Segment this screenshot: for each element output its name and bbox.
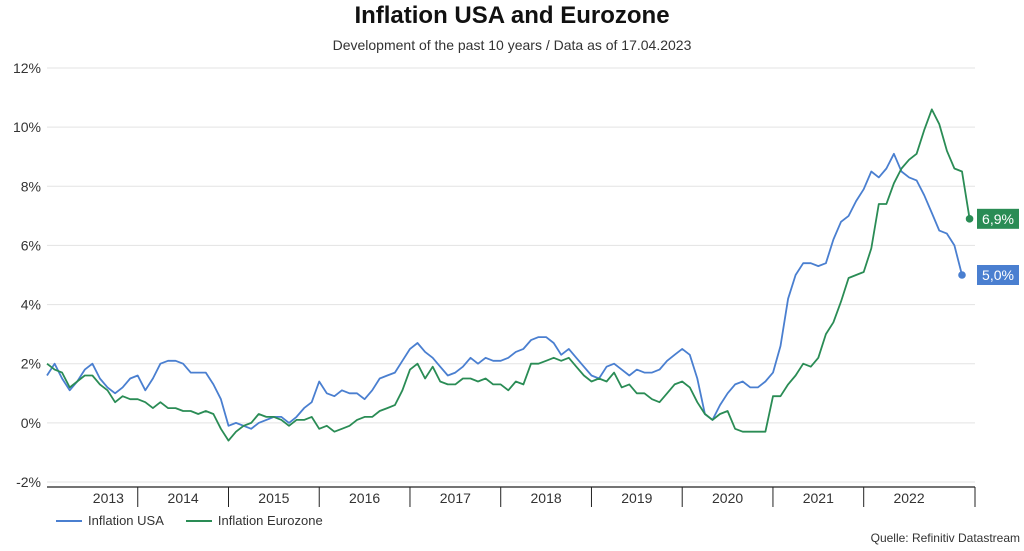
gridlines (47, 67, 975, 483)
legend-label-eurozone: Inflation Eurozone (217, 513, 323, 528)
x-tick-label: 2016 (349, 490, 380, 506)
end-label-box (977, 265, 1019, 285)
legend-item-usa: Inflation USA (56, 513, 164, 528)
end-point (958, 271, 966, 279)
series-line-usa (46, 152, 963, 430)
series-line-eurozone (46, 108, 971, 442)
x-tick-label: 2019 (621, 490, 652, 506)
y-tick-label: 0% (21, 415, 41, 431)
y-tick-label: 10% (13, 119, 41, 135)
end-point (965, 215, 974, 223)
x-tick-label: 2022 (893, 490, 924, 506)
end-label-box (977, 208, 1019, 229)
y-tick-label: 2% (21, 356, 41, 372)
chart-subtitle: Development of the past 10 years / Data … (332, 37, 692, 53)
y-axis: 12% 10% 8% 6% 4% 2% 0% -2% (13, 60, 41, 490)
y-tick-label: 6% (21, 237, 41, 253)
x-tick-label: 2013 (93, 490, 124, 506)
legend-swatch-usa (56, 519, 82, 522)
x-tick-label: 2014 (168, 490, 199, 506)
legend: Inflation USA Inflation Eurozone (56, 513, 323, 528)
end-label: 5,0% (982, 267, 1014, 283)
end-label: 6,9% (982, 211, 1014, 227)
legend-item-eurozone: Inflation Eurozone (185, 513, 323, 528)
x-tick-label: 2020 (712, 490, 743, 506)
legend-swatch-eurozone (185, 519, 212, 522)
chart-title: Inflation USA and Eurozone (354, 2, 670, 29)
x-tick-label: 2021 (803, 490, 834, 506)
x-tick-label: 2017 (440, 490, 471, 506)
x-tick-label: 2018 (531, 490, 562, 506)
legend-label-usa: Inflation USA (88, 513, 164, 528)
y-tick-label: -2% (16, 474, 41, 490)
y-tick-label: 12% (13, 60, 41, 76)
series-lines (46, 108, 971, 442)
x-tick-label: 2015 (258, 490, 289, 506)
x-axis: 2013 2014 2015 2016 2017 2018 2019 2020 2021 2022 (47, 486, 976, 507)
y-tick-label: 4% (21, 297, 41, 313)
y-tick-label: 8% (21, 178, 41, 194)
source-note: Quelle: Refinitiv Datastream (870, 531, 1020, 545)
end-markers: 5,0% 6,9% (958, 208, 1019, 285)
